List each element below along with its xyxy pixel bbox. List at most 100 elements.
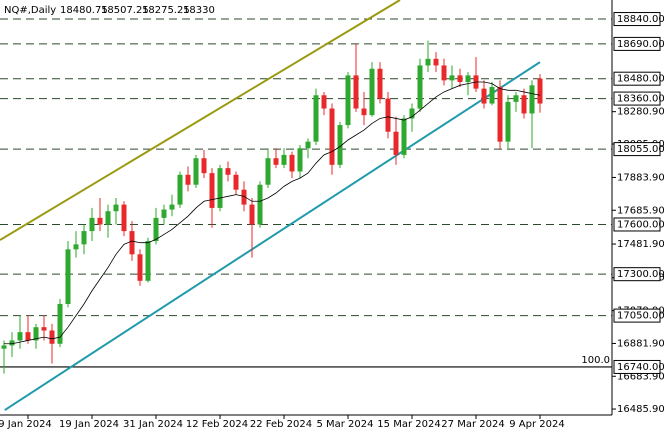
candle-body [289, 154, 295, 172]
candle-body [97, 217, 103, 225]
candle-body [145, 241, 151, 281]
candle-body [457, 75, 463, 83]
candle-body [249, 204, 255, 225]
x-tick-label: 31 Jan 2024 [123, 419, 183, 430]
close-value: 18330 [183, 5, 215, 16]
candle-body [209, 173, 215, 208]
candle-body [9, 340, 15, 346]
candle-body [57, 304, 63, 344]
candle-body [369, 68, 375, 116]
candle-body [489, 86, 495, 104]
x-tick-label: 27 Mar 2024 [441, 419, 504, 430]
level-label: 18690.00 [617, 39, 664, 50]
x-tick-label: 5 Mar 2024 [316, 419, 373, 430]
candle-body [481, 88, 487, 104]
candle-body [393, 131, 399, 155]
candle-body [81, 231, 87, 245]
level-label: 16740.00 [617, 362, 664, 373]
candle-body [409, 108, 415, 119]
level-label: 17050.00 [617, 311, 664, 322]
candle-body [153, 217, 159, 242]
y-tick-label: 17883.90 [617, 172, 664, 183]
candle-body [297, 148, 303, 172]
level-label: 18360.00 [617, 94, 664, 105]
candle-body [1, 345, 7, 349]
x-tick-label: 9 Apr 2024 [509, 419, 564, 430]
high-value: 18507.25 [101, 5, 149, 16]
candle-body [129, 231, 135, 255]
candle-body [321, 95, 327, 109]
candle-body [345, 75, 351, 126]
y-tick-label: 16881.90 [617, 338, 664, 349]
level-label: 18840.00 [617, 14, 664, 25]
level-box [613, 359, 661, 374]
candle-body [529, 85, 535, 114]
candle-body [177, 174, 183, 205]
level-box [613, 91, 661, 106]
candle-body [513, 95, 519, 102]
x-tick-label: 19 Jan 2024 [59, 419, 119, 430]
candle-body [217, 168, 223, 208]
x-tick-label: 12 Feb 2024 [186, 419, 248, 430]
x-tick-label: 15 Mar 2024 [377, 419, 440, 430]
y-tick-label: 16683.90 [617, 371, 664, 382]
candle-body [497, 86, 503, 142]
candle-body [33, 327, 39, 341]
trend-line [0, 0, 401, 241]
candle-body [225, 168, 231, 175]
candle-body [49, 330, 55, 344]
candle-body [377, 68, 383, 99]
symbol: NQ#,Daily [4, 5, 56, 16]
candle-body [121, 204, 127, 232]
candle-body [137, 254, 143, 281]
candle-body [185, 174, 191, 185]
candle-body [521, 95, 527, 114]
trend-line [4, 61, 541, 411]
candle-body [281, 154, 287, 165]
level-box [613, 12, 661, 27]
candle-body [17, 332, 23, 341]
level-box [613, 71, 661, 86]
y-tick-label: 17481.90 [617, 239, 664, 250]
candle-body [265, 158, 271, 185]
level-box [613, 308, 661, 323]
x-tick-label: 9 Jan 2024 [0, 419, 52, 430]
level-note: 100.0 [581, 355, 610, 366]
candle-body [105, 211, 111, 225]
plot-area [0, 0, 612, 411]
candle-body [65, 249, 71, 305]
candle-body [313, 95, 319, 142]
candle-body [441, 65, 447, 81]
candle-body [257, 184, 263, 225]
open-value: 18480.75 [60, 5, 108, 16]
candle-body [305, 141, 311, 149]
candle-body [433, 58, 439, 66]
candle-body [401, 118, 407, 155]
candle-body [25, 332, 31, 341]
header: NQ#,Daily 18480.75 18507.25 18275.25 183… [4, 5, 215, 16]
candle-body [465, 75, 471, 83]
candle-body [449, 75, 455, 81]
candle-body [361, 108, 367, 116]
level-label: 17300.00 [617, 269, 664, 280]
candle-body [505, 101, 511, 142]
candle-body [537, 78, 543, 104]
candle-body [337, 125, 343, 165]
candle-body [353, 75, 359, 109]
y-tick-label: 17685.90 [617, 205, 664, 216]
candle-body [385, 98, 391, 132]
candle-body [233, 174, 239, 190]
level-label: 18480.00 [617, 74, 664, 85]
candle-body [417, 65, 423, 109]
y-tick-label: 18280.90 [617, 107, 664, 118]
level-label: 17600.00 [617, 219, 664, 230]
candle-body [241, 189, 247, 205]
candle-body [425, 58, 431, 66]
candle-body [41, 327, 47, 331]
candle-body [161, 209, 167, 218]
candle-body [169, 204, 175, 210]
level-box [613, 142, 661, 157]
low-value: 18275.25 [142, 5, 190, 16]
